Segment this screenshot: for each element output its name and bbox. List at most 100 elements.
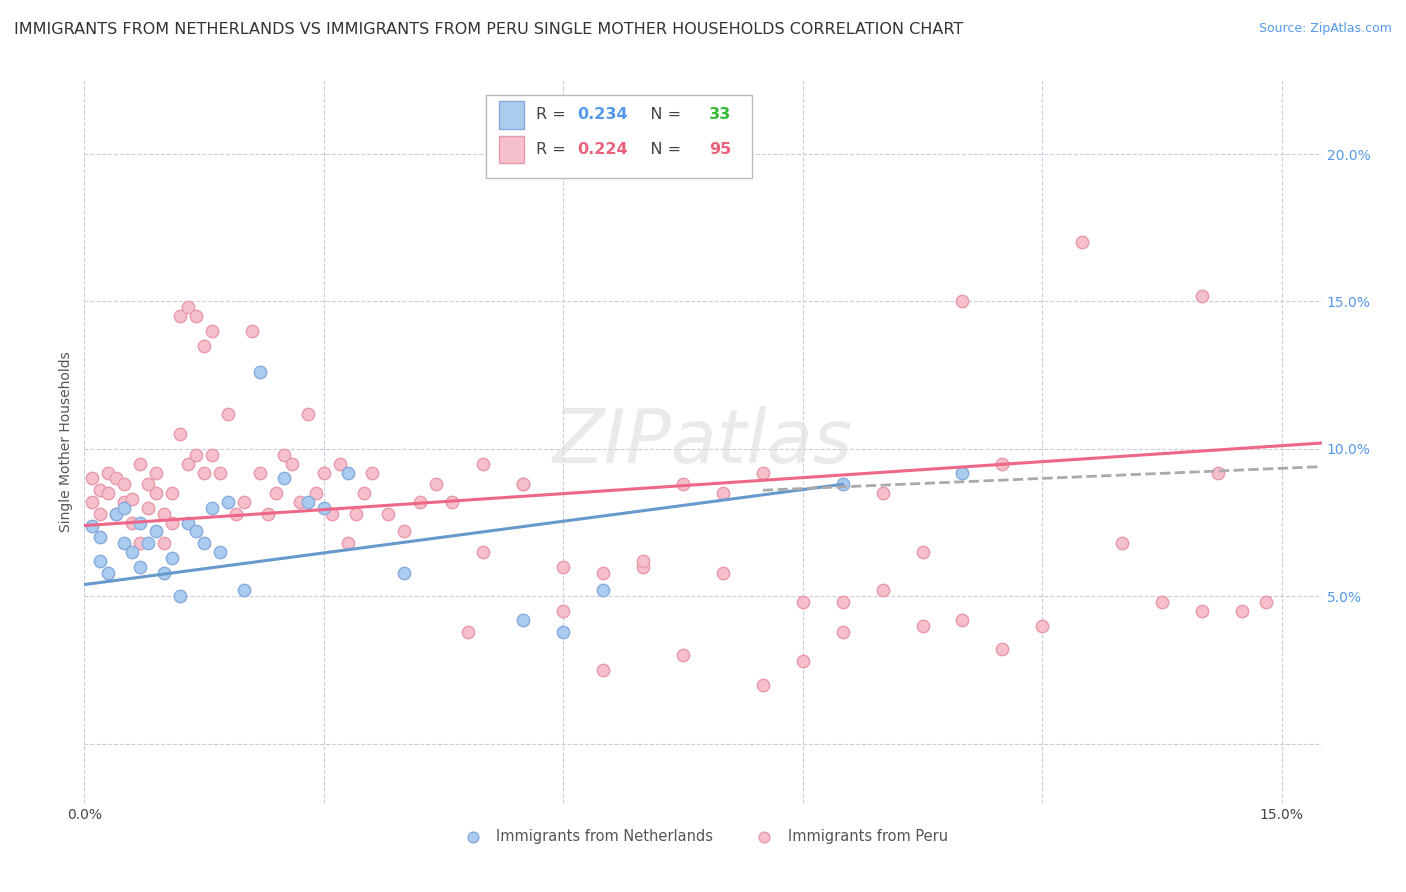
Point bbox=[153, 566, 176, 580]
Text: IMMIGRANTS FROM NETHERLANDS VS IMMIGRANTS FROM PERU SINGLE MOTHER HOUSEHOLDS COR: IMMIGRANTS FROM NETHERLANDS VS IMMIGRANT… bbox=[14, 22, 963, 37]
Point bbox=[145, 466, 167, 480]
Point bbox=[201, 324, 224, 338]
Text: N =: N = bbox=[636, 107, 686, 122]
Point bbox=[273, 471, 295, 485]
Point bbox=[360, 466, 382, 480]
Point bbox=[89, 483, 111, 498]
Point bbox=[392, 524, 415, 539]
Point bbox=[105, 507, 128, 521]
Point bbox=[112, 477, 135, 491]
Point bbox=[169, 309, 191, 323]
Point bbox=[952, 613, 974, 627]
Text: Source: ZipAtlas.com: Source: ZipAtlas.com bbox=[1258, 22, 1392, 36]
Point bbox=[336, 536, 359, 550]
Point bbox=[457, 624, 479, 639]
Point bbox=[1150, 595, 1173, 609]
Point bbox=[792, 654, 814, 668]
Point bbox=[105, 471, 128, 485]
Point bbox=[153, 536, 176, 550]
Point bbox=[264, 486, 287, 500]
Point bbox=[1191, 604, 1213, 618]
Point bbox=[472, 457, 495, 471]
Point bbox=[672, 477, 695, 491]
Point bbox=[136, 477, 159, 491]
Point bbox=[233, 583, 256, 598]
Point bbox=[240, 324, 263, 338]
Point bbox=[288, 495, 311, 509]
Point bbox=[592, 566, 614, 580]
Point bbox=[425, 477, 447, 491]
Point bbox=[472, 545, 495, 559]
Point bbox=[201, 448, 224, 462]
Point bbox=[512, 477, 534, 491]
Point bbox=[136, 500, 159, 515]
Point bbox=[89, 530, 111, 544]
Point bbox=[752, 466, 775, 480]
Point bbox=[911, 545, 934, 559]
Text: R =: R = bbox=[536, 142, 571, 157]
Point bbox=[312, 466, 335, 480]
Point bbox=[129, 560, 152, 574]
FancyBboxPatch shape bbox=[486, 95, 752, 178]
Point bbox=[112, 495, 135, 509]
Point bbox=[121, 491, 143, 506]
Point bbox=[952, 294, 974, 309]
Point bbox=[97, 486, 120, 500]
Point bbox=[225, 507, 247, 521]
Point bbox=[392, 566, 415, 580]
Point bbox=[160, 516, 183, 530]
Point bbox=[129, 536, 152, 550]
Point bbox=[792, 595, 814, 609]
Point bbox=[177, 516, 200, 530]
Text: 33: 33 bbox=[709, 107, 731, 122]
Point bbox=[153, 507, 176, 521]
Point bbox=[1031, 619, 1053, 633]
Point bbox=[184, 309, 207, 323]
Point bbox=[121, 516, 143, 530]
Point bbox=[711, 566, 734, 580]
Point bbox=[177, 301, 200, 315]
Point bbox=[553, 604, 575, 618]
Point bbox=[872, 583, 894, 598]
Point bbox=[1254, 595, 1277, 609]
Point bbox=[82, 471, 104, 485]
Point bbox=[249, 365, 271, 379]
Text: 95: 95 bbox=[709, 142, 731, 157]
Point bbox=[89, 554, 111, 568]
Point bbox=[353, 486, 375, 500]
Point bbox=[145, 486, 167, 500]
Point bbox=[305, 486, 328, 500]
Point bbox=[105, 507, 128, 521]
Point bbox=[273, 448, 295, 462]
Point bbox=[592, 583, 614, 598]
Point bbox=[321, 507, 343, 521]
Point bbox=[177, 457, 200, 471]
Point bbox=[1191, 288, 1213, 302]
Point bbox=[233, 495, 256, 509]
Point bbox=[136, 536, 159, 550]
Point bbox=[209, 466, 232, 480]
Y-axis label: Single Mother Households: Single Mother Households bbox=[59, 351, 73, 532]
Point bbox=[831, 595, 853, 609]
Point bbox=[553, 560, 575, 574]
Point bbox=[991, 642, 1014, 657]
Point bbox=[169, 427, 191, 442]
Point bbox=[249, 466, 271, 480]
Bar bbox=[499, 136, 523, 163]
Point bbox=[112, 500, 135, 515]
Point bbox=[1071, 235, 1094, 250]
Point bbox=[336, 466, 359, 480]
Point bbox=[631, 560, 654, 574]
Point bbox=[297, 407, 319, 421]
Point bbox=[89, 507, 111, 521]
Point bbox=[209, 545, 232, 559]
Point bbox=[440, 495, 463, 509]
Point bbox=[344, 507, 367, 521]
Bar bbox=[499, 101, 523, 128]
Point bbox=[217, 495, 239, 509]
Point bbox=[193, 339, 215, 353]
Point bbox=[512, 477, 534, 491]
Point bbox=[145, 524, 167, 539]
Point bbox=[160, 551, 183, 566]
Point bbox=[911, 619, 934, 633]
